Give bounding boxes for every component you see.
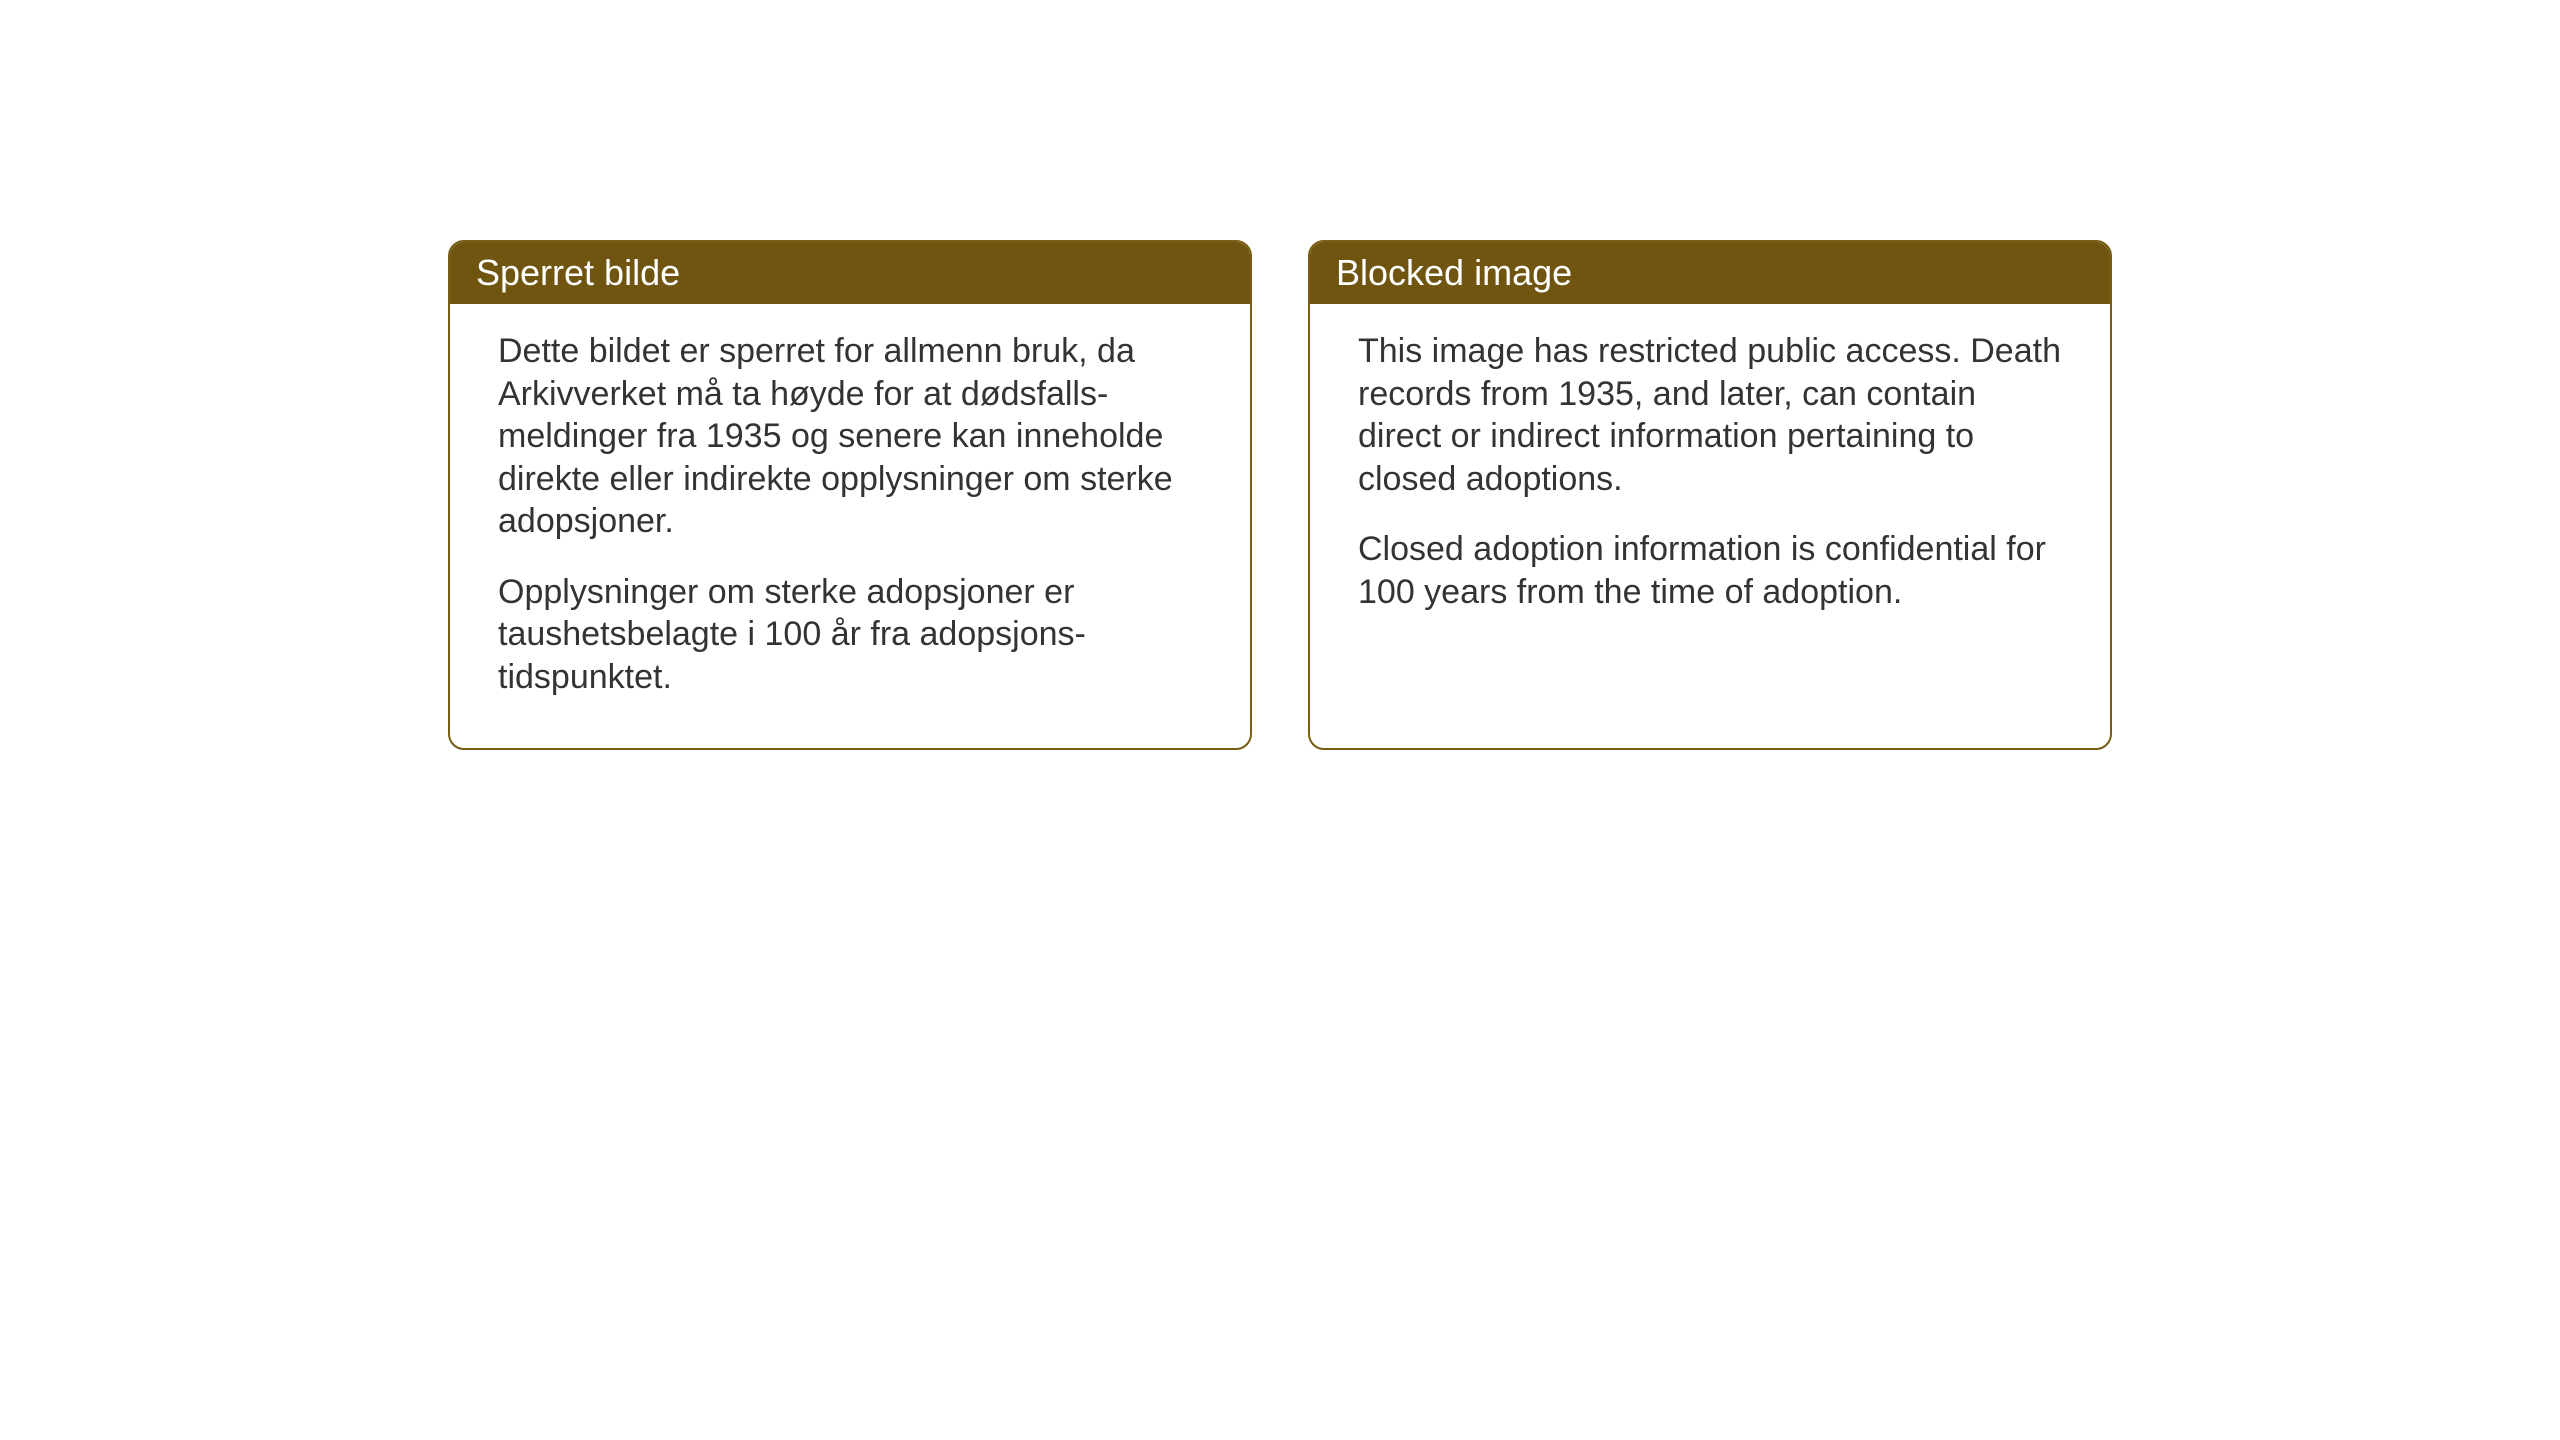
card-title-english: Blocked image: [1336, 252, 1572, 293]
card-title-norwegian: Sperret bilde: [476, 252, 680, 293]
card-header-norwegian: Sperret bilde: [450, 242, 1250, 304]
card-body-norwegian: Dette bildet er sperret for allmenn bruk…: [450, 304, 1250, 734]
card-paragraph-norwegian-2: Opplysninger om sterke adopsjoner er tau…: [498, 571, 1202, 699]
notice-card-norwegian: Sperret bilde Dette bildet er sperret fo…: [448, 240, 1252, 750]
card-body-english: This image has restricted public access.…: [1310, 304, 2110, 649]
notice-card-english: Blocked image This image has restricted …: [1308, 240, 2112, 750]
card-paragraph-english-1: This image has restricted public access.…: [1358, 330, 2062, 500]
card-header-english: Blocked image: [1310, 242, 2110, 304]
notice-container: Sperret bilde Dette bildet er sperret fo…: [448, 240, 2112, 750]
card-paragraph-english-2: Closed adoption information is confident…: [1358, 528, 2062, 613]
card-paragraph-norwegian-1: Dette bildet er sperret for allmenn bruk…: [498, 330, 1202, 543]
